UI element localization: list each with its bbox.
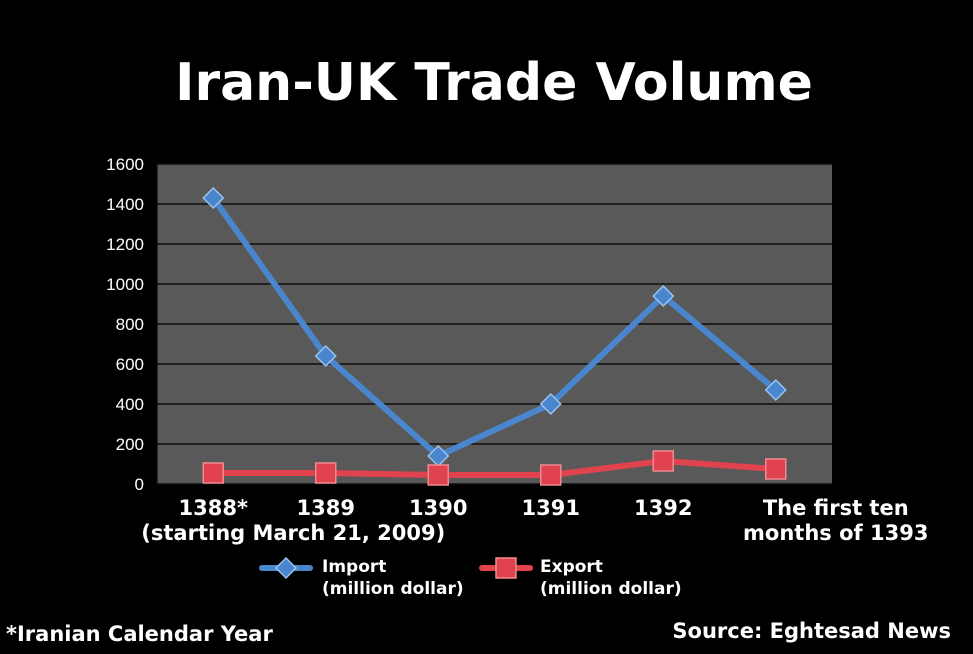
series-0-point <box>314 344 337 368</box>
series-line-0 <box>210 195 779 459</box>
legend-label-0: Import (million dollar) <box>322 557 464 599</box>
source-note: Source: Eghtesad News <box>672 619 951 643</box>
plot-area: 0 200 400 600 800 1000 1200 1400 1600 1388* (start… <box>106 155 928 545</box>
y-tick-label: 800 <box>116 315 144 334</box>
x-tick-label-line: 1389 <box>297 496 355 520</box>
x-tick-label-line: months of 1393 <box>743 521 928 545</box>
x-tick-label-line: 1390 <box>409 496 467 520</box>
y-tick-label: 400 <box>116 395 144 414</box>
x-tick-label-line: 1391 <box>522 496 580 520</box>
series-0-point <box>202 186 225 210</box>
y-tick-label: 600 <box>116 355 144 374</box>
legend-label-line: Export <box>540 557 603 577</box>
series-0-point <box>539 392 562 416</box>
x-tick-label: 1389 <box>297 496 355 520</box>
series-0-point <box>652 284 675 308</box>
x-tick-label-line: (starting March 21, 2009) <box>141 521 445 545</box>
x-tick-label: 1391 <box>522 496 580 520</box>
legend-marker-0 <box>274 556 298 580</box>
legend: Import (million dollar)Export (million dol… <box>259 556 682 599</box>
x-tick-label: 1390 <box>409 496 467 520</box>
series-1-point <box>765 458 787 480</box>
chart-title: Iran-UK Trade Volume <box>175 53 813 113</box>
x-tick-label: 1388* (starting March 21, 2009) <box>141 496 445 545</box>
legend-marker-1 <box>495 557 517 579</box>
x-tick-label-line: 1388* <box>179 496 248 520</box>
series-1-point <box>202 462 224 484</box>
series-line-1 <box>210 458 779 478</box>
series-0-point <box>764 378 787 402</box>
y-tick-label: 1400 <box>106 195 144 214</box>
y-tick-label: 1200 <box>106 235 144 254</box>
legend-label-1: Export (million dollar) <box>540 557 682 599</box>
series-1-point <box>427 464 449 486</box>
legend-label-line: Import <box>322 557 386 577</box>
x-tick-label: 1392 <box>634 496 692 520</box>
series-1-point <box>315 462 337 484</box>
y-tick-label: 0 <box>135 475 144 494</box>
y-tick-label: 200 <box>116 435 144 454</box>
x-tick-label-line: The first ten <box>763 496 909 520</box>
series-1-point <box>652 450 674 472</box>
series-1-point <box>540 464 562 486</box>
legend-label-line: (million dollar) <box>540 579 682 599</box>
legend-label-line: (million dollar) <box>322 579 464 599</box>
x-tick-label-line: 1392 <box>634 496 692 520</box>
x-tick-label: The first ten months of 1393 <box>743 496 928 545</box>
footnote: *Iranian Calendar Year <box>6 622 273 646</box>
y-tick-label: 1000 <box>106 275 144 294</box>
y-tick-label: 1600 <box>106 155 144 174</box>
